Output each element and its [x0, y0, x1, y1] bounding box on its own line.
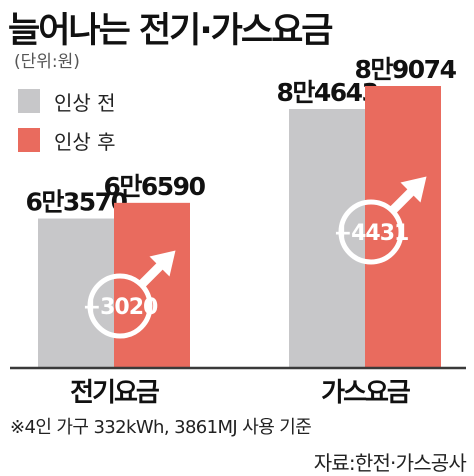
male-symbol-arrow-icon-circle-2: [338, 199, 404, 265]
legend-item-after: 인상 후: [18, 128, 116, 154]
value-label-before-1: 6만3570: [26, 188, 128, 217]
male-symbol-arrow-icon-head-2: [400, 176, 427, 203]
male-symbol-arrow-icon-head-1: [149, 250, 176, 277]
increase-label-1: +3020: [83, 295, 158, 320]
category-label-2: 가스요금: [321, 378, 411, 408]
legend-label-before: 인상 전: [54, 90, 116, 115]
chart-title: 늘어나는 전기·가스요금: [8, 11, 333, 51]
unit-label: (단위:원): [14, 52, 80, 72]
value-label-after-2: 8만9074: [355, 55, 457, 84]
bar-after-1: [114, 202, 190, 367]
legend-swatch-after: [18, 128, 40, 152]
legend-label-after: 인상 후: [54, 129, 116, 154]
source-note: 자료:한전·가스공사: [313, 451, 467, 475]
legend-swatch-before: [18, 89, 40, 113]
category-label-1: 전기요금: [70, 378, 160, 408]
value-label-before-2: 8만4643: [277, 78, 378, 107]
footnote: ※4인 가구 332kWh, 3861MJ 사용 기준: [10, 417, 312, 438]
male-symbol-arrow-icon-circle-1: [87, 273, 153, 339]
value-label-after-1: 6만6590: [104, 172, 206, 201]
bar-before-1: [38, 218, 114, 367]
legend-item-before: 인상 전: [18, 89, 116, 115]
bar-before-2: [289, 109, 365, 367]
increase-label-2: +4431: [334, 221, 409, 246]
